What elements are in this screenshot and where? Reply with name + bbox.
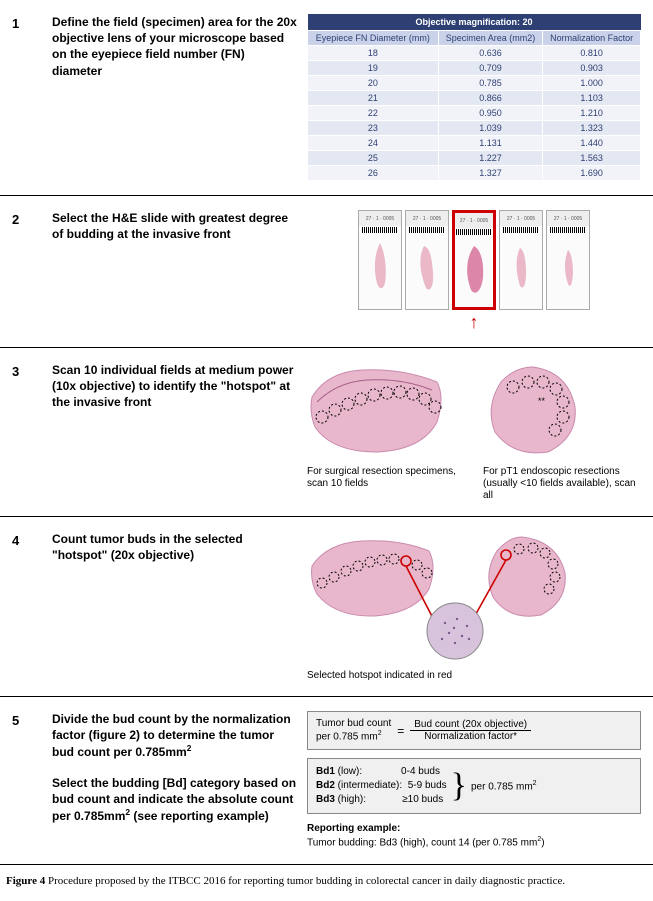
figure-caption: Figure 4 Procedure proposed by the ITBCC… [0,865,653,901]
slide: 27 · 1 · 0005 [546,210,590,310]
step-visual: Objective magnification: 20 Eyepiece FN … [307,14,641,181]
slide: 27 · 1 · 0005 [405,210,449,310]
step-text: Scan 10 individual fields at medium powe… [52,362,307,502]
slide-row: 27 · 1 · 0005 27 · 1 · 0005 27 · 1 · 000… [307,210,641,310]
step-2: 2 Select the H&E slide with greatest deg… [0,196,653,348]
step-3: 3 Scan 10 individual fields at medium po… [0,348,653,517]
step-visual: Tumor bud count per 0.785 mm2 = Bud coun… [307,711,641,850]
category-box: Bd1 (low): 0-4 buds Bd2 (intermediate): … [307,758,641,814]
step-text: Define the field (specimen) area for the… [52,14,307,181]
slide: 27 · 1 · 0005 [499,210,543,310]
formula-box: Tumor bud count per 0.785 mm2 = Bud coun… [307,711,641,750]
step-number: 3 [12,362,52,502]
formula-lhs: Tumor bud count per 0.785 mm2 [316,718,391,743]
col-header: Normalization Factor [543,31,641,46]
slide-highlighted: 27 · 1 · 0005 [452,210,496,310]
step-visual: 27 · 1 · 0005 27 · 1 · 0005 27 · 1 · 000… [307,210,641,333]
step-number: 5 [12,711,52,850]
step-text: Divide the bud count by the normalizatio… [52,711,307,850]
svg-text:**: ** [538,396,546,406]
step-1: 1 Define the field (specimen) area for t… [0,0,653,196]
brace-icon: } [451,769,467,803]
step-5: 5 Divide the bud count by the normalizat… [0,697,653,865]
step-text: Count tumor buds in the selected "hotspo… [52,531,307,682]
histology-left: For surgical resection specimens, scan 1… [307,362,465,502]
tissue-icon [506,238,536,298]
step-visual: For surgical resection specimens, scan 1… [307,362,641,502]
tissue-icon [365,238,395,298]
tissue-icon [553,238,583,298]
step-visual: Selected hotspot indicated in red [307,531,641,682]
slide: 27 · 1 · 0005 [358,210,402,310]
magnification-table: Objective magnification: 20 Eyepiece FN … [307,14,641,181]
step-number: 1 [12,14,52,181]
histology-image-icon: ** [483,362,583,457]
step-number: 2 [12,210,52,333]
histology-image-icon [307,362,447,457]
caption: For pT1 endoscopic resections (usually <… [483,466,641,502]
tissue-icon [459,240,489,300]
tissue-icon [412,238,442,298]
col-header: Eyepiece FN Diameter (mm) [308,31,439,46]
table-body: 180.6360.810 190.7090.903 200.7851.000 2… [308,46,641,181]
caption: Selected hotspot indicated in red [307,670,641,682]
step-4: 4 Count tumor buds in the selected "hots… [0,517,653,697]
reporting-example: Reporting example: Tumor budding: Bd3 (h… [307,822,641,849]
hotspot-diagram-icon [307,531,607,661]
histology-right: ** For pT1 endoscopic resections (usuall… [483,362,641,502]
step-text: Select the H&E slide with greatest degre… [52,210,307,333]
arrow-up-icon: ↑ [307,312,641,333]
category-list: Bd1 (low): 0-4 buds Bd2 (intermediate): … [316,765,447,807]
table-title: Objective magnification: 20 [308,14,641,31]
col-header: Specimen Area (mm2) [438,31,543,46]
equals-sign: = [397,724,404,738]
formula-fraction: Bud count (20x objective) Normalization … [410,719,531,742]
per-area: per 0.785 mm2 [471,780,537,792]
caption: For surgical resection specimens, scan 1… [307,466,465,490]
step-number: 4 [12,531,52,682]
